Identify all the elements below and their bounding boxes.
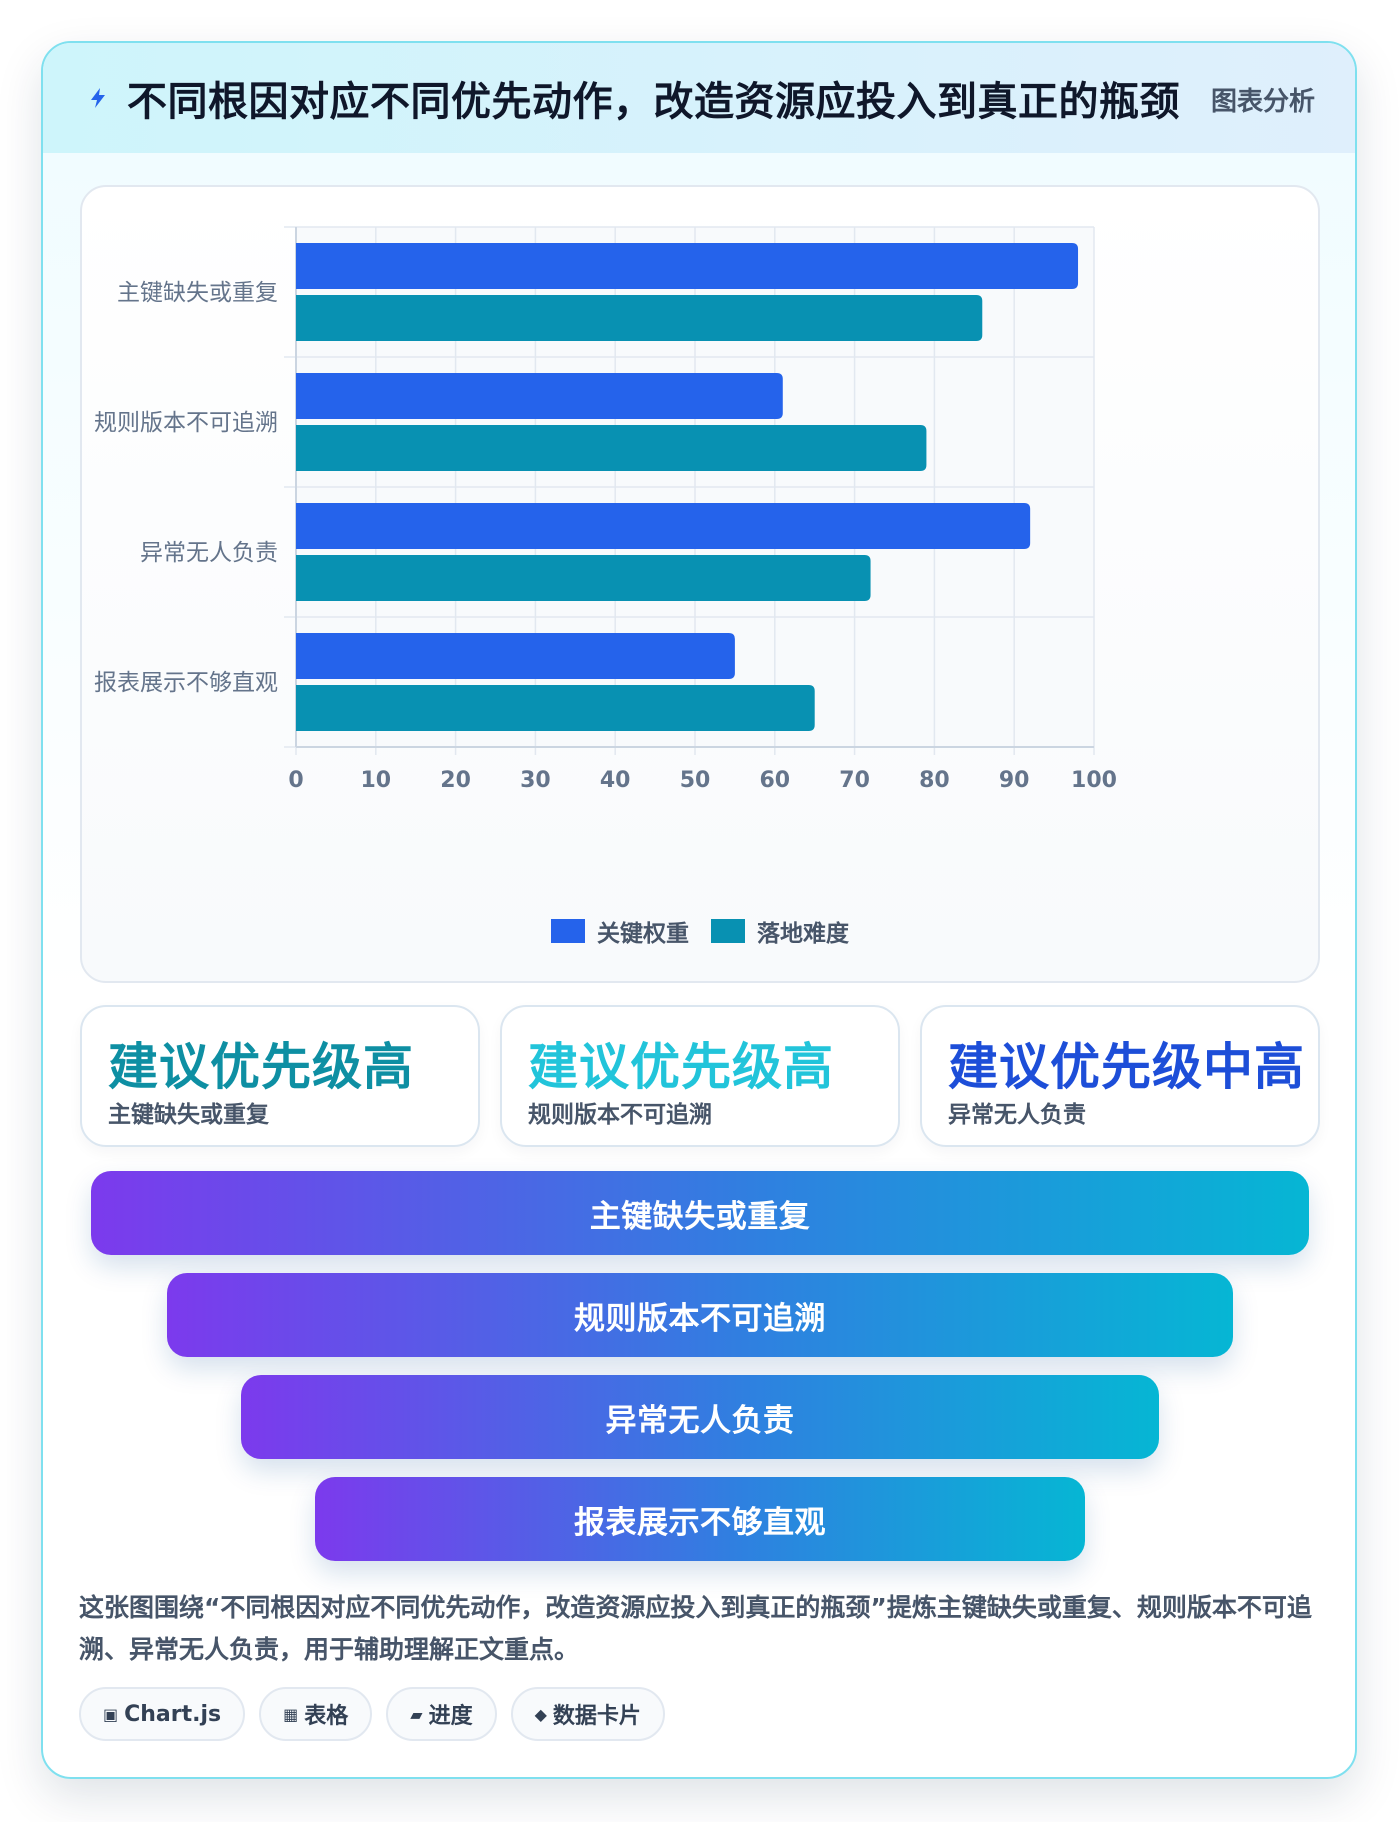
- funnel-bar-2: 规则版本不可追溯: [167, 1273, 1233, 1357]
- x-tick-label: 40: [600, 768, 631, 793]
- chip-data-card[interactable]: ◆ 数据卡片: [510, 1687, 665, 1741]
- priority-title: 建议优先级中高: [948, 1038, 1305, 1096]
- card-icon: ◆: [534, 1704, 547, 1724]
- bar-series-2: [296, 425, 927, 471]
- page-title: 不同根因对应不同优先动作，改造资源应投入到真正的瓶颈: [127, 79, 1180, 125]
- funnel-bar-4: 报表展示不够直观: [315, 1477, 1085, 1561]
- x-tick-label: 90: [999, 768, 1030, 793]
- priority-title: 建议优先级高: [108, 1038, 414, 1096]
- bar-series-1: [296, 373, 783, 419]
- report-card: 不同根因对应不同优先动作，改造资源应投入到真正的瓶颈 图表分析 0 10 20 30 4…: [41, 41, 1357, 1779]
- y-tick-label: 异常无人负责: [140, 540, 278, 566]
- priority-title: 建议优先级高: [528, 1038, 834, 1096]
- chip-progress[interactable]: ▰ 进度: [386, 1687, 497, 1741]
- x-tick-label: 70: [839, 768, 870, 793]
- legend-label-series-1: 关键权重: [597, 921, 689, 947]
- x-tick-label: 100: [1071, 768, 1117, 793]
- y-tick-label: 报表展示不够直观: [94, 670, 278, 696]
- bar-chart: 0 10 20 30 40 50 60 70 80 90 100 主键缺失或重复规则版本不可追溯异常无…: [94, 226, 1117, 793]
- chart-legend: 关键权重 落地难度: [82, 914, 1318, 948]
- bar-series-2: [296, 555, 871, 601]
- chip-label: 数据卡片: [552, 1704, 641, 1729]
- x-tick-label: 20: [440, 768, 471, 793]
- legend-swatch-series-2: [711, 919, 745, 943]
- header-tag: 图表分析: [1210, 87, 1315, 117]
- priority-subtitle: 规则版本不可追溯: [528, 1102, 712, 1128]
- chart-panel: 0 10 20 30 40 50 60 70 80 90 100 主键缺失或重复规则版本不可追溯异常无…: [80, 185, 1320, 983]
- card-header: 不同根因对应不同优先动作，改造资源应投入到真正的瓶颈 图表分析: [43, 43, 1355, 153]
- x-tick-label: 50: [680, 768, 711, 793]
- y-tick-label: 主键缺失或重复: [117, 280, 278, 306]
- x-tick-label: 60: [759, 768, 790, 793]
- priority-card-1: 建议优先级高 主键缺失或重复: [80, 1005, 480, 1147]
- funnel-bar-1: 主键缺失或重复: [91, 1171, 1309, 1255]
- y-tick-label: 规则版本不可追溯: [94, 410, 278, 436]
- chip-table[interactable]: ▦ 表格: [259, 1687, 373, 1741]
- priority-subtitle: 异常无人负责: [948, 1102, 1086, 1128]
- lightning-icon: [91, 88, 105, 108]
- priority-card-2: 建议优先级高 规则版本不可追溯: [500, 1005, 900, 1147]
- x-tick-label: 10: [360, 768, 391, 793]
- legend-label-series-2: 落地难度: [757, 921, 849, 947]
- chip-label: 进度: [428, 1704, 473, 1729]
- bar-series-1: [296, 503, 1031, 549]
- bar-series-1: [296, 243, 1079, 289]
- chip-chartjs[interactable]: ▣ Chart.js: [79, 1687, 246, 1741]
- legend-item-series-2[interactable]: 落地难度: [711, 914, 849, 948]
- chip-label: Chart.js: [124, 1701, 222, 1727]
- bar-series-2: [296, 295, 983, 341]
- funnel-bar-3: 异常无人负责: [241, 1375, 1159, 1459]
- bar-series-1: [296, 633, 735, 679]
- x-tick-label: 80: [919, 768, 950, 793]
- chip-label: 表格: [304, 1704, 349, 1729]
- feature-chips: ▣ Chart.js ▦ 表格 ▰ 进度 ◆ 数据卡片: [79, 1687, 665, 1741]
- bar-series-2: [296, 685, 815, 731]
- legend-item-series-1[interactable]: 关键权重: [551, 914, 689, 948]
- priority-subtitle: 主键缺失或重复: [108, 1102, 269, 1128]
- progress-icon: ▰: [410, 1704, 423, 1724]
- x-tick-label: 0: [288, 768, 303, 793]
- chart-icon: ▣: [103, 1704, 119, 1724]
- summary-text: 这张图围绕“不同根因对应不同优先动作，改造资源应投入到真正的瓶颈”提炼主键缺失或…: [79, 1593, 1312, 1664]
- table-icon: ▦: [283, 1704, 299, 1724]
- x-tick-label: 30: [520, 768, 551, 793]
- priority-card-3: 建议优先级中高 异常无人负责: [920, 1005, 1320, 1147]
- legend-swatch-series-1: [551, 919, 585, 943]
